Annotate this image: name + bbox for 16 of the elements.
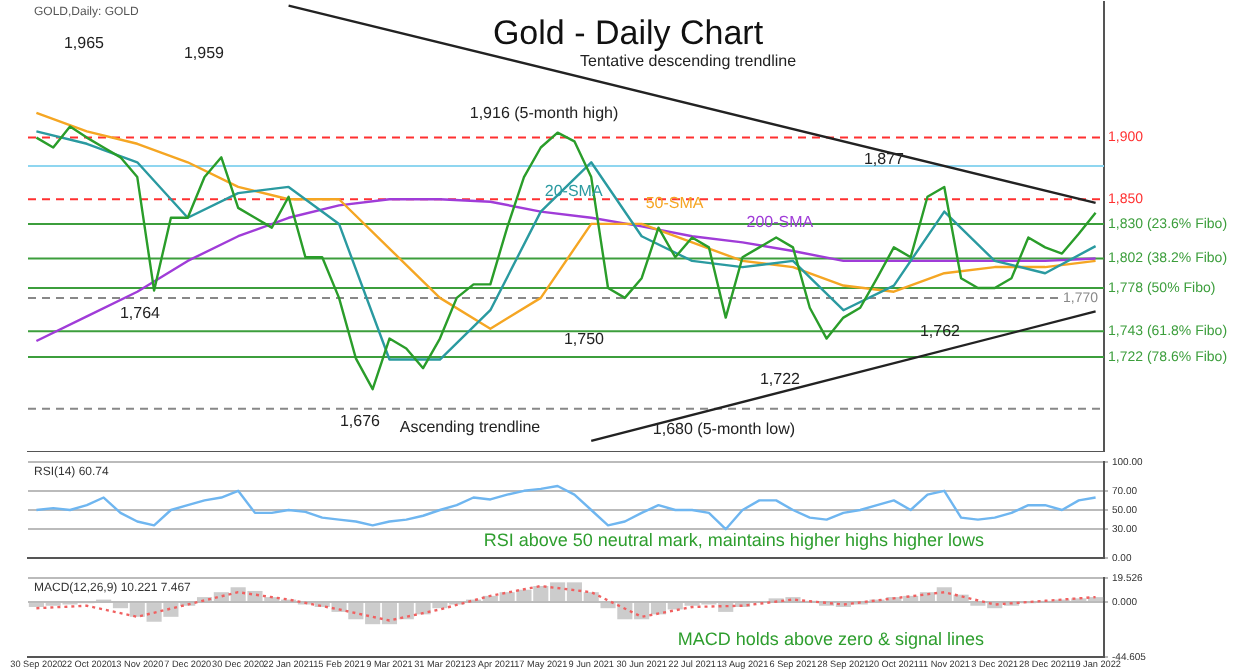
annotation: 1,916 (5-month high) [469,104,619,123]
annotation: RSI above 50 neutral mark, maintains higher highs higher lows [483,529,985,550]
annotation: 1,676 [339,412,382,431]
annotation: MACD holds above zero & signal lines [677,628,985,649]
annotation: 1,722 [759,370,802,389]
line-series [35,584,1097,622]
annotation: 1,965 [63,34,106,53]
annotation: 1,750 [563,330,606,349]
annotation: Tentative descending trendline [580,52,798,71]
annotation: 1,764 [119,304,162,323]
chart-title: Gold - Daily Chart [492,14,764,53]
series-label: 50-SMA [645,194,705,213]
annotation: 1,959 [183,44,226,63]
annotation: 1,680 (5-month low) [652,420,796,439]
annotation: 1,877 [863,150,906,169]
annotation: Ascending trendline [399,418,542,437]
